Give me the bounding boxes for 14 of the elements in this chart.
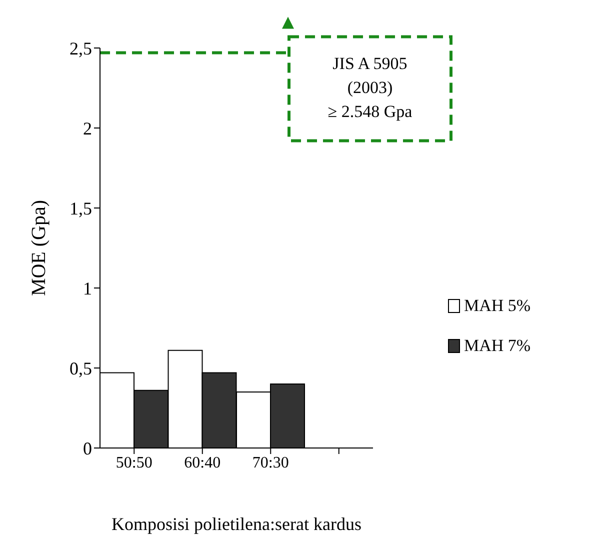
y-tick-label: 1,5 <box>70 198 92 218</box>
y-axis-title: MOE (Gpa) <box>28 200 50 296</box>
ref-line-label: JIS A 5905 (2003) ≥ 2.548 Gpa <box>328 54 413 121</box>
y-tick-label: 1 <box>83 278 92 298</box>
x-tick-label: 70:30 <box>252 454 289 472</box>
x-tick-label: 50:50 <box>116 454 152 472</box>
y-tick-label: 2 <box>83 118 92 138</box>
legend-label: MAH 7% <box>464 335 531 357</box>
legend-label: MAH 5% <box>464 295 531 317</box>
y-tick-label: 2,5 <box>70 38 92 58</box>
x-axis-title: Komposisi polietilena:serat kardus <box>112 514 362 534</box>
x-tick-label: 60:40 <box>184 454 221 472</box>
y-tick-label: 0,5 <box>70 358 92 378</box>
y-tick-label: 0 <box>83 438 92 458</box>
